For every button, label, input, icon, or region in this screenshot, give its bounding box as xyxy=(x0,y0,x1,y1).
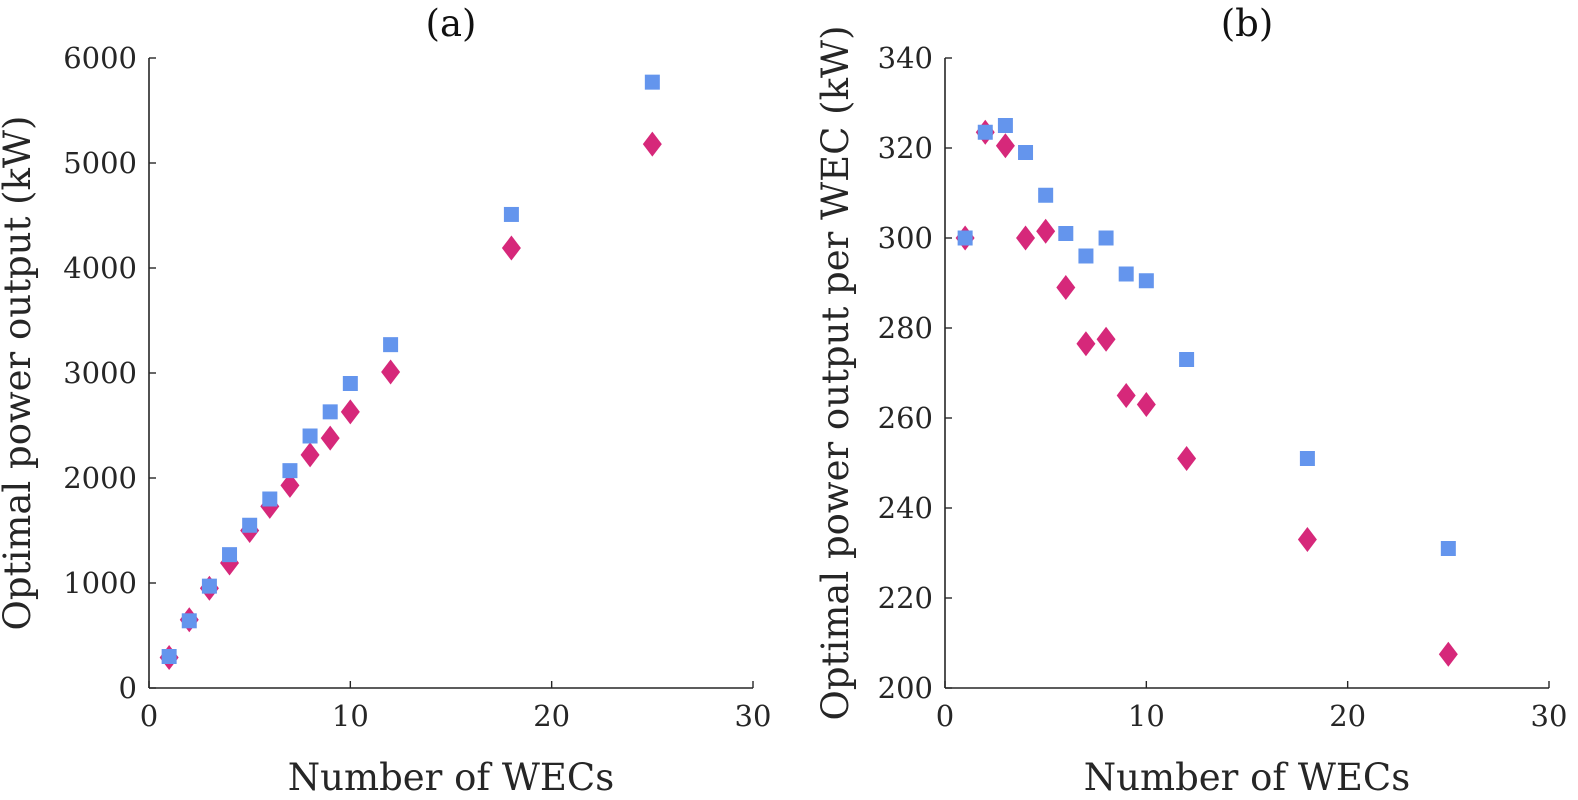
diamond-series xyxy=(159,131,662,671)
panel-title: (b) xyxy=(1221,2,1274,45)
y-tick-label: 340 xyxy=(878,41,933,75)
y-tick-label: 240 xyxy=(878,491,933,525)
x-tick-label: 20 xyxy=(1329,699,1366,733)
chart-panel-a: 0 10 20 30 0 1000 2000 3000 4000 5000 6000 (a) Numbe… xyxy=(0,2,771,799)
y-tick-label: 220 xyxy=(878,581,933,615)
diamond-point xyxy=(501,235,521,261)
chart-panel-b: 0 10 20 30 200 220 240 260 280 300 320 340 (b) Number… xyxy=(814,2,1567,799)
square-point xyxy=(1138,273,1154,289)
diamond-point xyxy=(1136,392,1156,417)
x-axis-label: Number of WECs xyxy=(288,756,614,799)
diamond-point xyxy=(340,399,360,425)
x-axis-label: Number of WECs xyxy=(1084,756,1410,799)
diamond-point xyxy=(1116,383,1136,408)
square-point xyxy=(644,74,660,90)
square-series xyxy=(161,74,660,664)
diamond-point xyxy=(300,442,320,468)
diamond-point xyxy=(1438,641,1458,667)
square-point xyxy=(1440,541,1456,556)
square-point xyxy=(503,206,519,222)
square-series xyxy=(957,118,1456,556)
diamond-point xyxy=(1096,326,1116,352)
diamond-series xyxy=(955,119,1458,667)
y-tick-label: 3000 xyxy=(63,356,137,390)
y-tick-label: 320 xyxy=(878,131,933,165)
diamond-point xyxy=(995,133,1015,159)
diamond-point xyxy=(1177,446,1197,471)
square-point xyxy=(262,491,278,507)
square-point xyxy=(1299,451,1315,466)
diamond-point xyxy=(381,359,401,385)
square-point xyxy=(1118,266,1134,282)
square-point xyxy=(181,613,197,629)
square-point xyxy=(383,337,399,353)
square-point xyxy=(1078,248,1094,264)
x-tick-label: 10 xyxy=(332,699,369,733)
panel-title: (a) xyxy=(426,2,477,45)
diamond-point xyxy=(1036,218,1056,244)
diamond-point xyxy=(1297,527,1317,552)
y-tick-label: 200 xyxy=(878,671,933,705)
x-tick-label: 30 xyxy=(735,699,772,733)
square-point xyxy=(1179,352,1195,367)
square-point xyxy=(342,376,358,391)
square-point xyxy=(242,517,258,533)
square-point xyxy=(322,404,338,420)
x-tick-label: 0 xyxy=(140,699,158,733)
y-tick-label: 6000 xyxy=(63,41,137,75)
square-point xyxy=(997,118,1013,133)
diamond-point xyxy=(1056,275,1076,300)
x-tick-label: 10 xyxy=(1128,699,1165,733)
y-tick-label: 280 xyxy=(878,311,933,345)
square-point xyxy=(977,124,993,140)
diamond-point xyxy=(320,425,340,451)
square-point xyxy=(161,649,177,664)
y-tick-label: 1000 xyxy=(63,566,137,600)
square-point xyxy=(222,547,238,563)
y-tick-label: 2000 xyxy=(63,461,137,495)
diamond-point xyxy=(1076,331,1096,357)
x-tick-label: 0 xyxy=(936,699,954,733)
diamond-point xyxy=(280,472,300,498)
square-point xyxy=(201,578,217,594)
y-axis-label: Optimal power output per WEC (kW) xyxy=(814,25,857,720)
square-point xyxy=(1018,145,1034,160)
y-axis-label: Optimal power output (kW) xyxy=(0,116,39,631)
square-point xyxy=(1098,230,1114,246)
square-point xyxy=(1058,226,1074,241)
y-tick-label: 0 xyxy=(119,671,137,705)
y-tick-label: 4000 xyxy=(63,251,137,285)
y-tick-label: 5000 xyxy=(63,146,137,180)
diamond-point xyxy=(642,131,662,157)
square-point xyxy=(1038,187,1054,203)
x-tick-label: 20 xyxy=(533,699,570,733)
square-point xyxy=(957,230,973,246)
diamond-point xyxy=(1016,225,1036,251)
square-point xyxy=(302,428,318,444)
square-point xyxy=(282,463,298,479)
y-tick-label: 300 xyxy=(878,221,933,255)
y-tick-label: 260 xyxy=(878,401,933,435)
x-tick-label: 30 xyxy=(1531,699,1568,733)
